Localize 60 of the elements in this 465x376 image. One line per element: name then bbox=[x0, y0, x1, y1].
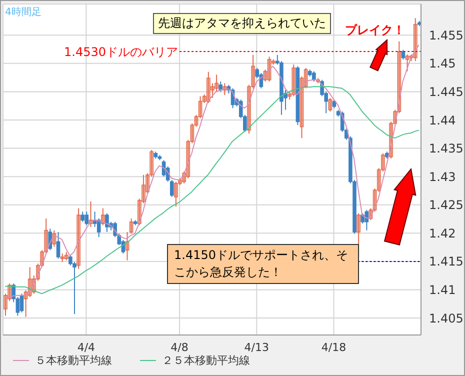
candlestick bbox=[251, 54, 255, 89]
candlestick bbox=[170, 179, 174, 198]
candlestick bbox=[64, 251, 68, 261]
annotation: 4時間足 bbox=[5, 6, 42, 19]
candlestick bbox=[312, 70, 316, 82]
x-tick-label: 4/18 bbox=[321, 340, 346, 354]
y-tick-label: 1.43 bbox=[429, 170, 456, 184]
candlestick bbox=[381, 152, 385, 172]
candlestick bbox=[210, 82, 214, 98]
y-tick-label: 1.415 bbox=[429, 254, 464, 269]
candlestick bbox=[40, 250, 44, 268]
candlestick bbox=[202, 94, 206, 104]
candlestick bbox=[190, 122, 194, 144]
candlestick bbox=[376, 168, 381, 192]
y-tick-label: 1.445 bbox=[429, 84, 464, 99]
candlestick bbox=[84, 211, 89, 226]
candlestick bbox=[80, 211, 85, 222]
candlestick bbox=[44, 218, 48, 254]
ref-line-label: 1.4530ドルのバリア bbox=[64, 44, 178, 61]
y-tick-label: 1.425 bbox=[429, 198, 464, 212]
y-tick-label: 1.455 bbox=[429, 28, 464, 42]
y-tick-label: 1.42 bbox=[429, 226, 456, 240]
candlestick bbox=[60, 253, 64, 263]
candlestick bbox=[186, 139, 190, 179]
y-tick-label: 1.45 bbox=[429, 56, 456, 71]
annotation: 先週はアタマを抑えられていた bbox=[153, 13, 331, 34]
candlestick bbox=[218, 81, 222, 92]
candlestick bbox=[198, 96, 202, 119]
candlestick bbox=[413, 18, 418, 62]
x-tick-label: 4/13 bbox=[244, 340, 269, 354]
candlestick bbox=[76, 208, 80, 270]
candlestick bbox=[146, 172, 150, 194]
legend-label: ２５本移動平均線 bbox=[162, 353, 250, 368]
candlestick bbox=[174, 181, 178, 208]
candlestick bbox=[214, 74, 218, 92]
y-tick-label: 1.435 bbox=[429, 142, 464, 156]
candlestick bbox=[328, 97, 332, 112]
candlestick bbox=[129, 218, 134, 234]
candlestick bbox=[292, 64, 296, 97]
candlestick bbox=[405, 54, 410, 72]
candlestick bbox=[247, 84, 251, 134]
annotation: ブレイク！ bbox=[345, 22, 405, 39]
candlestick bbox=[150, 149, 154, 178]
annotation: 1.4150ドルでサポートされ、そこから急反発した！ bbox=[167, 244, 359, 284]
x-tick-label: 4/4 bbox=[77, 340, 96, 354]
y-tick-label: 1.44 bbox=[429, 113, 456, 128]
y-tick-label: 1.41 bbox=[429, 282, 456, 297]
candlestick bbox=[206, 71, 210, 104]
candlestick bbox=[271, 58, 276, 66]
x-tick-label: 4/8 bbox=[170, 340, 188, 354]
candlestick bbox=[360, 212, 365, 224]
legend-label: ５本移動平均線 bbox=[35, 353, 112, 368]
candlestick bbox=[56, 232, 60, 260]
candlestick bbox=[194, 114, 198, 128]
candlestick bbox=[101, 208, 105, 226]
candlestick bbox=[142, 174, 146, 204]
candlestick bbox=[105, 212, 109, 233]
candlestick bbox=[4, 293, 8, 316]
y-tick-label: 1.405 bbox=[429, 311, 464, 326]
candlestick bbox=[138, 198, 142, 226]
